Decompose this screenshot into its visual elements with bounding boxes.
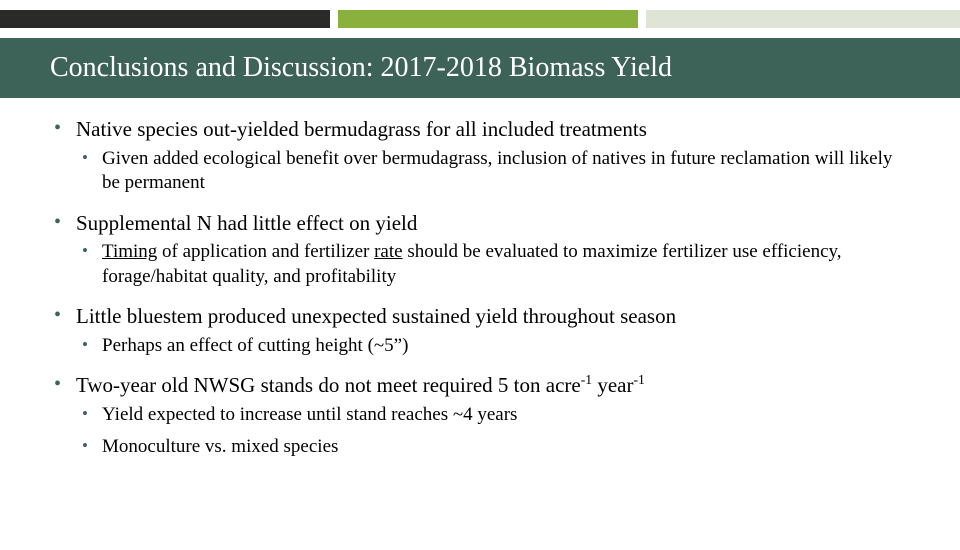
accent-bar-row — [0, 10, 960, 28]
accent-bar-dark — [0, 10, 330, 28]
accent-bar-light — [646, 10, 960, 28]
sub-bullet-item: Perhaps an effect of cutting height (~5”… — [76, 334, 910, 358]
sub-bullet-list: Yield expected to increase until stand r… — [76, 403, 910, 460]
accent-bar-green — [338, 10, 638, 28]
bullet-item: Supplemental N had little effect on yiel… — [50, 210, 910, 290]
slide-title: Conclusions and Discussion: 2017-2018 Bi… — [50, 52, 672, 83]
bullet-item: Little bluestem produced unexpected sust… — [50, 303, 910, 358]
sub-bullet-item: Monoculture vs. mixed species — [76, 435, 910, 459]
sub-bullet-text: Perhaps an effect of cutting height (~5”… — [102, 335, 408, 356]
bullet-list: Native species out-yielded bermudagrass … — [50, 116, 910, 460]
sub-bullet-item: Given added ecological benefit over berm… — [76, 147, 910, 196]
sub-bullet-list: Given added ecological benefit over berm… — [76, 147, 910, 196]
superscript: -1 — [633, 372, 644, 387]
sub-bullet-text: Monoculture vs. mixed species — [102, 436, 338, 457]
bullet-text: Two-year old NWSG stands do not meet req… — [76, 373, 581, 397]
sub-bullet-list: Timing of application and fertilizer rat… — [76, 240, 910, 289]
superscript: -1 — [581, 372, 592, 387]
bullet-text: Native species out-yielded bermudagrass … — [76, 117, 647, 141]
slide-title-band: Conclusions and Discussion: 2017-2018 Bi… — [0, 38, 960, 98]
sub-bullet-item: Timing of application and fertilizer rat… — [76, 240, 910, 289]
sub-bullet-text: Yield expected to increase until stand r… — [102, 404, 517, 425]
sub-bullet-item: Yield expected to increase until stand r… — [76, 403, 910, 427]
slide-body: Native species out-yielded bermudagrass … — [0, 98, 960, 460]
bullet-item: Two-year old NWSG stands do not meet req… — [50, 372, 910, 460]
bullet-item: Native species out-yielded bermudagrass … — [50, 116, 910, 196]
bullet-text: Supplemental N had little effect on yiel… — [76, 211, 417, 235]
underlined-text: rate — [374, 241, 402, 262]
sub-bullet-text: of application and fertilizer — [157, 241, 374, 262]
bullet-text: year — [592, 373, 633, 397]
sub-bullet-text: Given added ecological benefit over berm… — [102, 148, 892, 193]
bullet-text: Little bluestem produced unexpected sust… — [76, 304, 676, 328]
underlined-text: Timing — [102, 241, 157, 262]
sub-bullet-list: Perhaps an effect of cutting height (~5”… — [76, 334, 910, 358]
